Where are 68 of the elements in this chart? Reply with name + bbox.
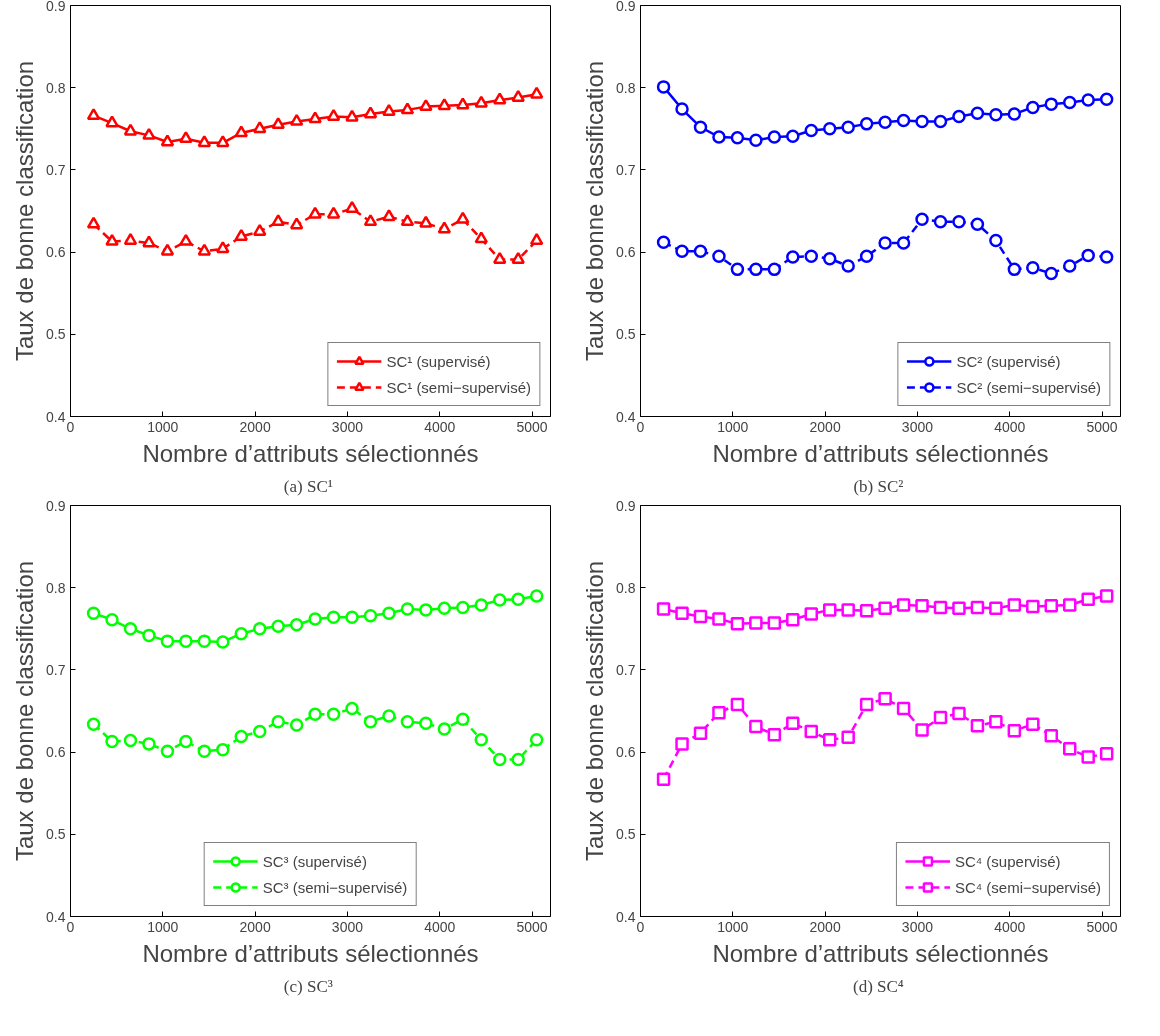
x-tick-label: 5000 [516,418,548,435]
x-tick-label: 1000 [147,418,179,435]
y-tick-label: 0.5 [616,326,636,343]
y-tick-label: 0.7 [616,161,636,178]
y-tick-label: 0.7 [616,661,636,678]
y-tick-label: 0.7 [46,661,66,678]
y-tick-label: 0.9 [46,0,66,14]
x-axis-title: Nombre d’attributs sélectionnés [142,439,479,467]
y-tick-label: 0.4 [46,408,66,425]
x-tick-label: 5000 [1086,418,1118,435]
y-tick-label: 0.8 [46,79,66,96]
y-tick-label: 0.5 [46,826,66,843]
x-tick-label: 1000 [717,918,749,935]
x-tick-label: 3000 [331,918,364,935]
text: (b) SC² [853,476,904,496]
y-axis-title: Taux de bonne classification [11,60,39,362]
text: (a) SC¹ [283,476,333,496]
legend-label: SC³ (semi−supervisé) [262,878,408,896]
x-tick-label: 4000 [424,418,456,435]
y-tick-label: 0.4 [616,908,636,925]
y-tick-label: 0.9 [616,497,636,514]
legend-label: SC⁴ (supervisé) [954,852,1061,870]
legend-label: SC³ (supervisé) [262,852,367,870]
x-axis-title: Nombre d’attributs sélectionnés [712,939,1049,967]
text: (d) SC⁴ [852,976,904,996]
y-tick-label: 0.6 [616,244,636,261]
y-tick-label: 0.7 [46,161,66,178]
y-tick-label: 0.5 [46,326,66,343]
y-tick-label: 0.8 [616,79,636,96]
legend-label: SC² (supervisé) [956,352,1061,370]
y-tick-label: 0.8 [616,579,636,596]
x-tick-label: 0 [636,418,645,435]
y-tick-label: 0.9 [46,497,66,514]
x-tick-label: 3000 [331,418,364,435]
y-tick-label: 0.8 [46,579,66,596]
y-tick-label: 0.4 [616,408,636,425]
y-tick-label: 0.9 [616,0,636,14]
x-tick-label: 2000 [809,418,841,435]
y-tick-label: 0.6 [46,244,66,261]
y-tick-label: 0.5 [616,826,636,843]
legend-label: SC¹ (semi−supervisé) [386,378,531,396]
x-tick-label: 1000 [717,418,749,435]
legend-label: SC¹ (supervisé) [386,352,491,370]
x-tick-label: 3000 [901,918,934,935]
x-tick-label: 4000 [994,918,1026,935]
y-tick-label: 0.6 [616,744,636,761]
x-tick-label: 4000 [994,418,1026,435]
x-tick-label: 3000 [901,418,934,435]
x-tick-label: 0 [66,918,75,935]
y-axis-title: Taux de bonne classification [11,560,39,862]
y-tick-label: 0.6 [46,744,66,761]
x-tick-label: 2000 [239,918,271,935]
y-axis-title: Taux de bonne classification [581,60,609,362]
x-tick-label: 0 [636,918,645,935]
x-tick-label: 1000 [147,918,179,935]
legend-label: SC² (semi−supervisé) [956,378,1101,396]
x-tick-label: 2000 [239,418,271,435]
x-tick-label: 5000 [516,918,548,935]
legend-label: SC⁴ (semi−supervisé) [954,878,1101,896]
x-tick-label: 0 [66,418,75,435]
x-tick-label: 5000 [1086,918,1118,935]
y-tick-label: 0.4 [46,908,66,925]
y-axis-title: Taux de bonne classification [581,560,609,862]
text: (c) SC³ [283,976,333,996]
x-tick-label: 2000 [809,918,841,935]
x-axis-title: Nombre d’attributs sélectionnés [712,439,1049,467]
x-axis-title: Nombre d’attributs sélectionnés [142,939,479,967]
x-tick-label: 4000 [424,918,456,935]
